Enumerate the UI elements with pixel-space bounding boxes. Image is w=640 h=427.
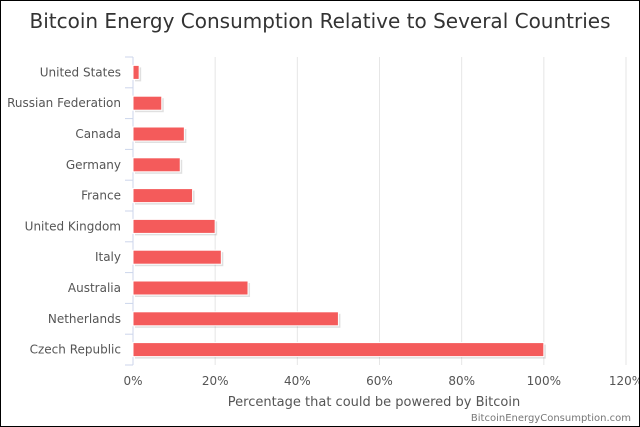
x-axis-title: Percentage that could be powered by Bitc… — [228, 395, 520, 410]
bar[interactable] — [132, 95, 163, 111]
bar[interactable] — [132, 157, 181, 173]
x-tick-label: 100% — [527, 374, 561, 388]
bar[interactable] — [132, 218, 216, 234]
bar[interactable] — [132, 280, 249, 296]
category-label: Germany — [66, 158, 121, 172]
category-label: Netherlands — [48, 312, 121, 326]
bar[interactable] — [132, 188, 194, 204]
x-tick-label: 60% — [366, 374, 393, 388]
bar[interactable] — [132, 342, 545, 358]
category-label: United Kingdom — [25, 219, 121, 233]
bar[interactable] — [132, 311, 339, 327]
category-label: Czech Republic — [30, 343, 121, 357]
value-axis-ticks: 0% 20% 40% 60% 80% 100% 120% — [123, 374, 639, 388]
credit-link[interactable]: BitcoinEnergyConsumption.com — [471, 413, 631, 424]
bar[interactable] — [132, 249, 222, 265]
category-label: France — [81, 189, 121, 203]
category-label: Russian Federation — [7, 96, 121, 110]
bar[interactable] — [132, 64, 140, 80]
category-label: Canada — [75, 127, 121, 141]
x-tick-label: 20% — [202, 374, 229, 388]
bar[interactable] — [132, 126, 185, 142]
category-label: Australia — [68, 281, 121, 295]
x-tick-label: 40% — [284, 374, 311, 388]
x-tick-label: 0% — [123, 374, 142, 388]
x-tick-label: 80% — [448, 374, 475, 388]
chart-title: Bitcoin Energy Consumption Relative to S… — [29, 9, 610, 33]
category-label: United States — [40, 65, 121, 79]
category-axis: United States Russian Federation Canada Ger… — [7, 56, 134, 366]
category-label: Italy — [95, 250, 121, 264]
bars — [132, 64, 546, 359]
x-tick-label: 120% — [609, 374, 639, 388]
